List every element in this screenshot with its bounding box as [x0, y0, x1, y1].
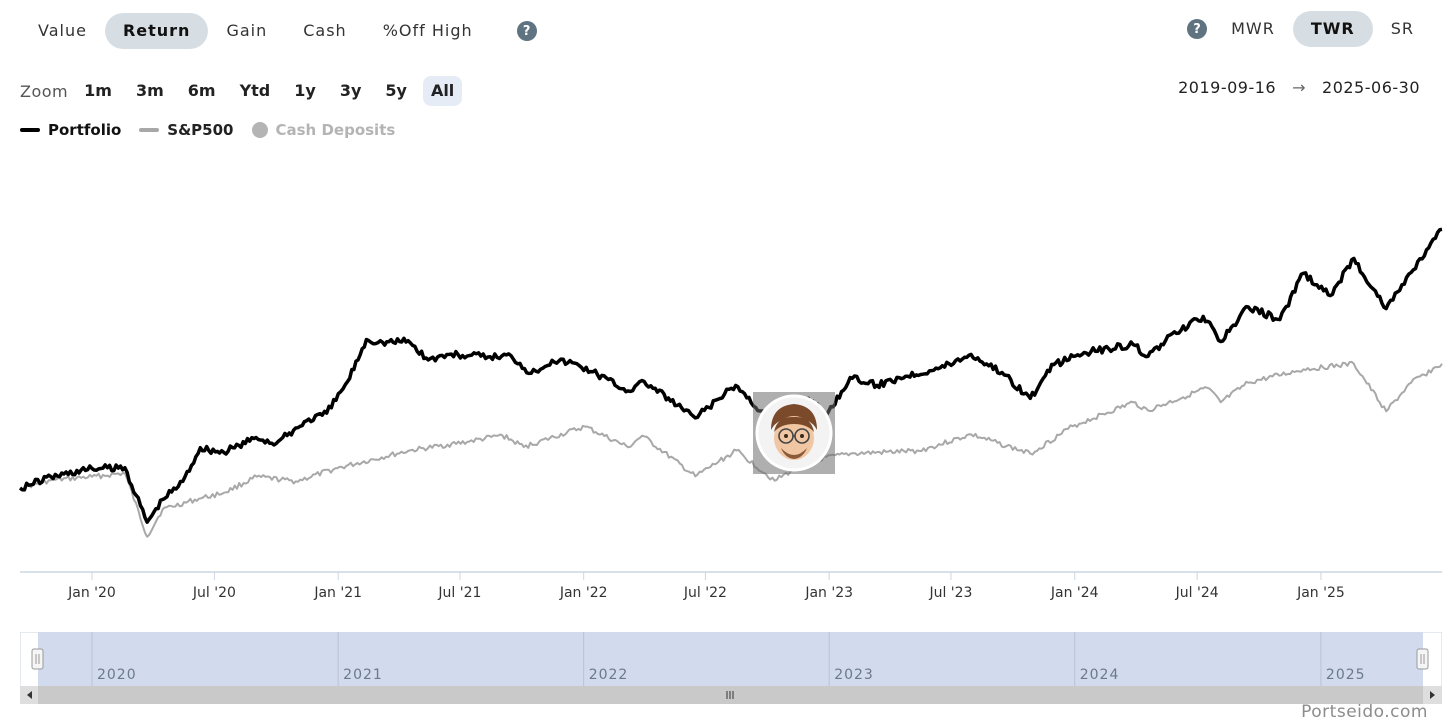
legend-line-icon — [20, 128, 40, 132]
help-icon[interactable]: ? — [516, 21, 537, 41]
return-chart[interactable]: Jan '20 Jul '20 Jan '21 Jul '21 Jan '22 Jul '… — [0, 150, 1456, 620]
brand-watermark: Portseido.com — [1301, 702, 1428, 722]
tab-cash[interactable]: Cash — [303, 21, 347, 40]
tab-return[interactable]: Return — [104, 13, 209, 49]
tab-off-high[interactable]: %Off High — [382, 21, 473, 40]
zoom-all-button[interactable]: All — [422, 76, 463, 106]
zoom-1y-button[interactable]: 1y — [294, 81, 316, 100]
legend-sp500[interactable]: S&P500 — [139, 121, 234, 139]
x-tick-label: Jan '21 — [313, 585, 362, 601]
tab-mwr[interactable]: MWR — [1231, 19, 1275, 38]
range-end-date[interactable]: 2025-06-30 — [1322, 78, 1420, 97]
zoom-5y-button[interactable]: 5y — [385, 81, 407, 100]
avatar — [755, 394, 833, 472]
method-tabs: ? MWR TWR SR — [1187, 10, 1432, 48]
portfolio-series-line[interactable] — [18, 227, 1443, 524]
navigator-left-handle[interactable] — [31, 648, 44, 670]
scroll-right-icon[interactable] — [1430, 691, 1435, 699]
zoom-6m-button[interactable]: 6m — [187, 81, 216, 100]
sp500-series-line[interactable] — [19, 360, 1443, 538]
zoom-3m-button[interactable]: 3m — [135, 81, 164, 100]
x-tick-label: Jan '24 — [1050, 585, 1099, 601]
avatar-overlay — [753, 392, 835, 474]
range-navigator[interactable]: 2020 2021 2022 2023 2024 2025 — [20, 632, 1442, 704]
navigator-year-label: 2025 — [1326, 667, 1366, 683]
x-tick-label: Jul '20 — [192, 585, 236, 601]
x-tick-label: Jan '20 — [67, 585, 116, 601]
legend-dot-icon — [251, 122, 268, 138]
x-tick-label: Jul '21 — [437, 585, 481, 601]
zoom-controls: Zoom 1m 3m 6m Ytd 1y 3y 5y All — [20, 76, 466, 106]
tab-value[interactable]: Value — [38, 21, 87, 40]
x-tick-label: Jan '25 — [1296, 585, 1345, 601]
chart-legend: Portfolio S&P500 Cash Deposits — [20, 118, 413, 142]
x-tick-label: Jan '23 — [804, 585, 853, 601]
legend-label: Portfolio — [48, 121, 122, 139]
arrow-right-icon: → — [1292, 78, 1307, 97]
zoom-3y-button[interactable]: 3y — [339, 81, 362, 100]
navigator-right-handle[interactable] — [1416, 648, 1429, 670]
navigator-year-label: 2022 — [589, 667, 629, 683]
navigator-year-label: 2020 — [97, 667, 137, 683]
zoom-ytd-button[interactable]: Ytd — [239, 81, 271, 100]
tab-sr[interactable]: SR — [1390, 19, 1414, 38]
zoom-1m-button[interactable]: 1m — [84, 81, 112, 100]
x-tick-label: Jan '22 — [559, 585, 608, 601]
legend-portfolio[interactable]: Portfolio — [20, 121, 121, 139]
legend-label: S&P500 — [167, 121, 234, 139]
legend-cash-deposits[interactable]: Cash Deposits — [251, 121, 396, 139]
range-start-date[interactable]: 2019-09-16 — [1178, 78, 1277, 97]
legend-label: Cash Deposits — [275, 121, 396, 139]
scroll-left-icon[interactable] — [27, 691, 32, 699]
tab-twr[interactable]: TWR — [1292, 11, 1373, 47]
navigator-year-label: 2021 — [343, 667, 383, 683]
tab-gain[interactable]: Gain — [226, 21, 268, 40]
method-help-icon[interactable]: ? — [1187, 19, 1208, 39]
navigator-selection[interactable] — [38, 632, 1423, 686]
metric-tabs: Value Return Gain Cash %Off High ? — [20, 12, 537, 50]
x-tick-label: Jul '23 — [928, 585, 972, 601]
date-range: 2019-09-16 → 2025-06-30 — [1178, 78, 1420, 97]
x-tick-label: Jul '22 — [683, 585, 727, 601]
legend-line-icon — [139, 128, 160, 132]
zoom-label: Zoom — [20, 81, 69, 101]
navigator-year-label: 2024 — [1080, 667, 1120, 683]
navigator-year-label: 2023 — [834, 667, 874, 683]
x-tick-label: Jul '24 — [1175, 585, 1219, 601]
